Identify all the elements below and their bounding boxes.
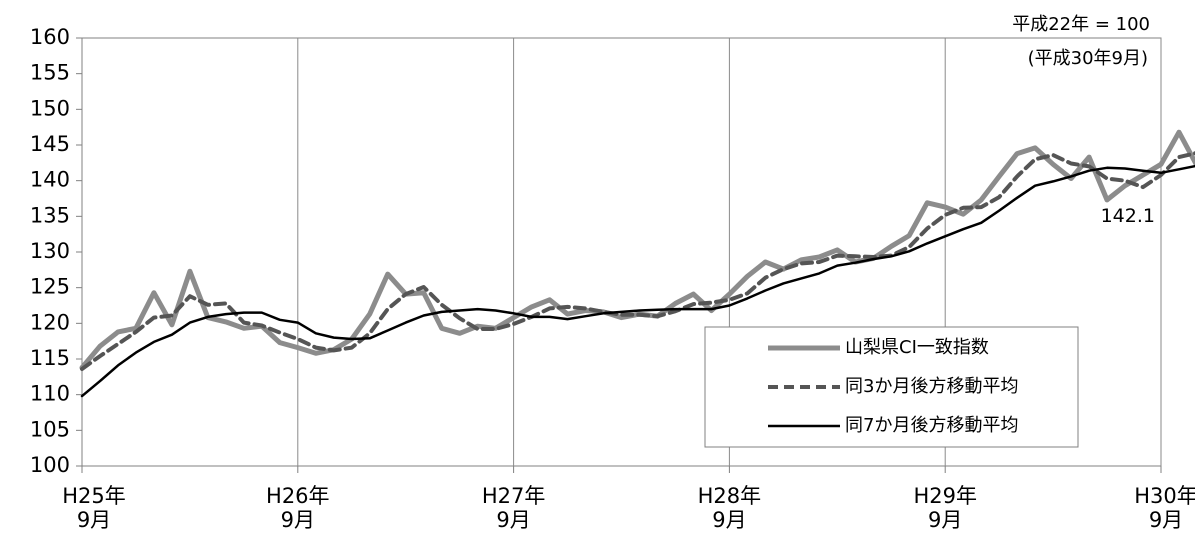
x-tick-label-year: H25年: [62, 484, 126, 508]
series-lines: [79, 129, 1195, 398]
y-tick-label: 100: [30, 453, 70, 477]
y-tick-label: 115: [30, 346, 70, 370]
y-tick-label: 150: [30, 96, 70, 120]
legend-label-3m: 同3か月後方移動平均: [845, 376, 1018, 397]
legend-box: [704, 326, 1079, 448]
legend-label-ci: 山梨県CI一致指数: [845, 337, 989, 358]
y-tick-label: 135: [30, 203, 70, 227]
x-tick-label-year: H29年: [913, 484, 977, 508]
series-line-2: [80, 151, 1195, 371]
y-axis: 100 105 110 115 120 125 130 135 140 145 150 155 160: [30, 25, 82, 477]
series-line-3: [80, 164, 1195, 398]
y-tick-label: 155: [30, 61, 70, 85]
y-tick-label: 140: [30, 168, 70, 192]
y-tick-label: 130: [30, 239, 70, 263]
x-tick-label-month: 9月: [928, 508, 962, 532]
x-tick-label-year: H30年: [1134, 484, 1195, 508]
x-tick-label-month: 9月: [77, 508, 111, 532]
y-tick-label: 120: [30, 310, 70, 334]
x-tick-label-month: 9月: [496, 508, 530, 532]
x-tick-label-year: H28年: [698, 484, 762, 508]
x-tick-label-month: 9月: [281, 508, 315, 532]
last-value-label: 142.1: [1101, 205, 1155, 227]
period-note: (平成30年9月): [1028, 48, 1148, 69]
y-tick-label: 110: [30, 382, 70, 406]
x-tick-label-month: 9月: [712, 508, 746, 532]
x-tick-label-month: 9月: [1149, 508, 1183, 532]
y-tick-label: 160: [30, 25, 70, 49]
legend: 山梨県CI一致指数 同3か月後方移動平均 同7か月後方移動平均: [704, 326, 1079, 448]
base-year-note: 平成22年 = 100: [1012, 14, 1150, 35]
x-tick-label-year: H26年: [266, 484, 330, 508]
legend-label-7m: 同7か月後方移動平均: [845, 415, 1018, 436]
x-tick-label-year: H27年: [482, 484, 546, 508]
y-tick-label: 125: [30, 275, 70, 299]
y-tick-label: 145: [30, 132, 70, 156]
y-tick-label: 105: [30, 417, 70, 441]
